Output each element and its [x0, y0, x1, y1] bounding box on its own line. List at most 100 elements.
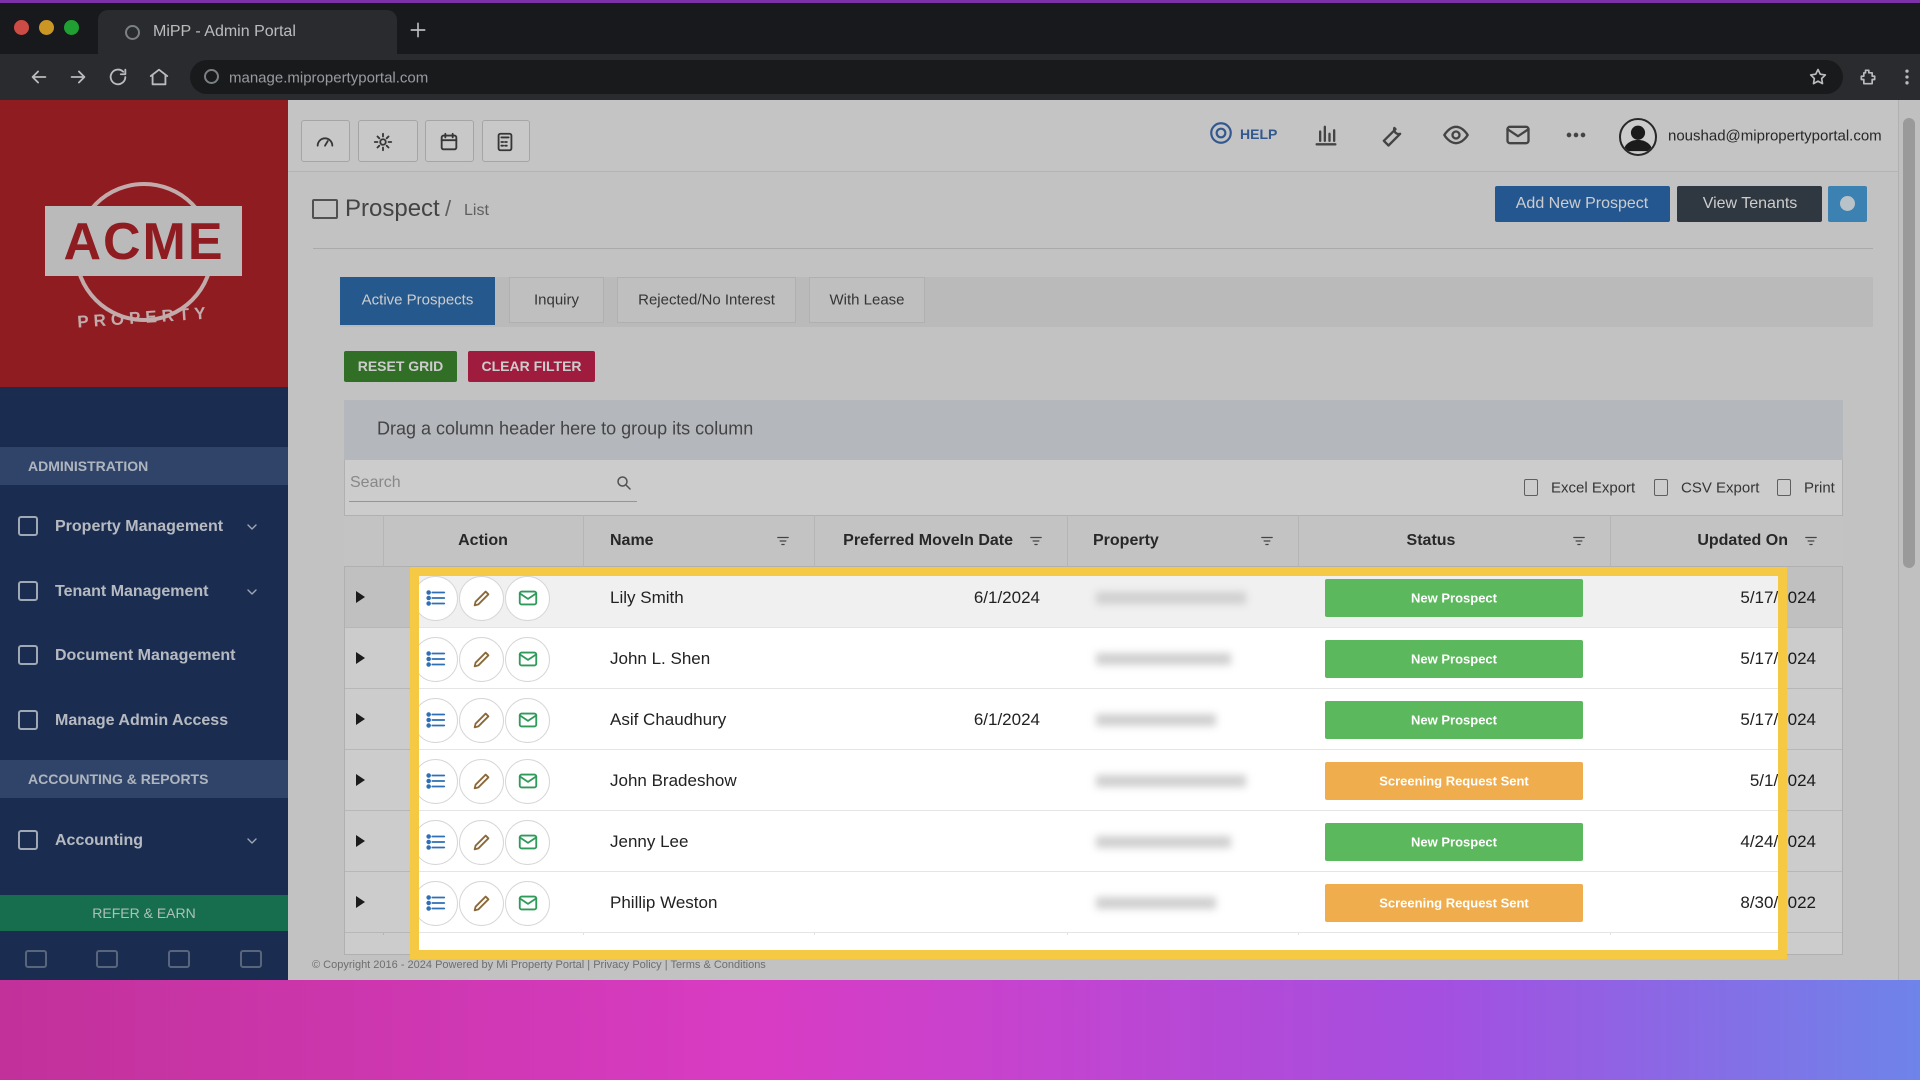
tenants-button[interactable] — [1677, 186, 1822, 222]
expand-toggle[interactable] — [356, 773, 365, 786]
nav-button[interactable] — [67, 66, 89, 93]
add-button[interactable] — [1495, 186, 1670, 222]
sidebar-footer-icon[interactable] — [96, 950, 118, 968]
expand-toggle[interactable] — [356, 590, 365, 603]
browser-tab[interactable] — [98, 10, 397, 54]
nav-button[interactable] — [148, 66, 170, 93]
new-tab[interactable] — [408, 20, 428, 45]
search-box[interactable] — [349, 468, 637, 502]
export-link[interactable]: Excel Export — [1551, 479, 1636, 497]
extensions[interactable] — [1858, 67, 1878, 92]
email-button[interactable] — [505, 758, 550, 804]
column-filter[interactable] — [776, 534, 790, 553]
grid-button-label: RESET GRID — [357, 358, 444, 374]
grid-button[interactable] — [468, 351, 595, 382]
prospect-name[interactable]: Jenny Lee — [610, 831, 689, 851]
details-button[interactable] — [413, 697, 458, 743]
details-button[interactable] — [413, 575, 458, 621]
export-link[interactable]: CSV Export — [1681, 479, 1760, 497]
export-link[interactable]: Print — [1804, 479, 1835, 497]
sidebar-item-label: Document Management — [55, 647, 236, 665]
expand-toggle[interactable] — [356, 834, 365, 847]
group-panel — [344, 400, 1843, 460]
column-header: Status — [1406, 532, 1456, 549]
grid-button[interactable] — [344, 351, 457, 382]
toolbar-link[interactable] — [1504, 121, 1532, 154]
prospect-name[interactable]: John L. Shen — [610, 648, 711, 668]
details-button[interactable] — [413, 819, 458, 865]
window-control[interactable] — [14, 20, 29, 35]
icon-part — [473, 834, 489, 851]
edit-button[interactable] — [459, 819, 504, 865]
avatar[interactable] — [1619, 118, 1657, 156]
column-filter[interactable] — [1572, 534, 1586, 553]
export-icon — [1524, 479, 1538, 496]
toolbar-button[interactable] — [482, 120, 530, 162]
tab[interactable] — [509, 277, 604, 323]
column-filter[interactable] — [1804, 534, 1818, 553]
column-filter[interactable] — [1260, 534, 1274, 553]
icon-part — [518, 897, 537, 905]
details-button[interactable] — [413, 636, 458, 682]
tab[interactable] — [617, 277, 796, 323]
sidebar-footer-icon[interactable] — [168, 950, 190, 968]
email-button[interactable] — [505, 880, 550, 926]
toolbar-link[interactable] — [1312, 121, 1340, 154]
refer-button[interactable] — [0, 895, 288, 931]
prospect-name[interactable]: Lily Smith — [610, 587, 684, 607]
column-filter[interactable] — [1029, 534, 1043, 553]
scroll-thumb[interactable] — [1903, 118, 1915, 568]
details-button[interactable] — [413, 880, 458, 926]
nav-button[interactable] — [107, 66, 129, 93]
prospect-name[interactable]: Asif Chaudhury — [610, 709, 727, 729]
icon-part — [430, 835, 445, 849]
icon-part — [379, 138, 387, 146]
updated-on: 5/17/2024 — [1740, 648, 1816, 668]
sidebar-icon — [18, 516, 38, 536]
expand-toggle[interactable] — [356, 895, 365, 908]
sidebar-footer-icon[interactable] — [240, 950, 262, 968]
window-control[interactable] — [64, 20, 79, 35]
details-button[interactable] — [413, 758, 458, 804]
window-control[interactable] — [39, 20, 54, 35]
email-button[interactable] — [505, 697, 550, 743]
email-button[interactable] — [505, 575, 550, 621]
sidebar-item-label: Accounting — [55, 832, 143, 849]
status-badge — [1325, 700, 1583, 739]
prospect-name[interactable]: Phillip Weston — [610, 892, 718, 912]
status-label: New Prospect — [1411, 834, 1497, 849]
toolbar-link[interactable] — [1378, 121, 1406, 154]
tab[interactable] — [809, 277, 925, 323]
header-row — [344, 515, 1843, 567]
icon-part — [1506, 127, 1530, 138]
nav-button[interactable] — [28, 66, 50, 93]
icon-part — [1573, 132, 1579, 138]
edit-button[interactable] — [459, 575, 504, 621]
tab[interactable] — [340, 277, 495, 325]
expand-toggle[interactable] — [356, 712, 365, 725]
toolbar-link[interactable] — [1562, 121, 1590, 154]
address-bar[interactable] — [190, 60, 1843, 94]
email-button[interactable] — [505, 636, 550, 682]
icon-part — [1566, 132, 1572, 138]
property-blurred — [1096, 713, 1216, 726]
icon-part — [425, 723, 431, 728]
edit-button[interactable] — [459, 880, 504, 926]
edit-button[interactable] — [459, 697, 504, 743]
toolbar-button[interactable] — [301, 120, 350, 162]
user-email[interactable]: noushad@mipropertyportal.com — [1668, 127, 1882, 145]
toolbar-link[interactable] — [1442, 121, 1470, 154]
sidebar-footer-icon[interactable] — [25, 950, 47, 968]
expand-toggle[interactable] — [356, 651, 365, 664]
url: manage.mipropertyportal.com — [229, 69, 429, 87]
email-button[interactable] — [505, 819, 550, 865]
edit-button[interactable] — [459, 758, 504, 804]
prospect-name[interactable]: John Bradeshow — [610, 770, 737, 790]
help-icon[interactable] — [1208, 120, 1234, 151]
toolbar-button[interactable] — [358, 120, 418, 162]
bookmark-star[interactable] — [1808, 67, 1828, 92]
edit-button[interactable] — [459, 636, 504, 682]
icon-part — [425, 895, 445, 911]
icon-part — [518, 834, 537, 850]
browser-menu[interactable] — [1897, 67, 1917, 90]
